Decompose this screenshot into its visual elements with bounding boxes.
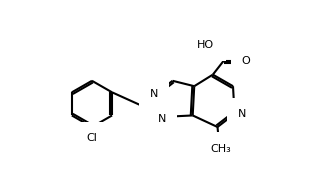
- Text: HO: HO: [197, 40, 214, 50]
- Text: N: N: [158, 113, 166, 123]
- Text: N: N: [150, 89, 158, 99]
- Text: Cl: Cl: [87, 133, 97, 143]
- Text: CH₃: CH₃: [210, 144, 231, 154]
- Text: N: N: [238, 109, 246, 119]
- Text: O: O: [242, 56, 251, 66]
